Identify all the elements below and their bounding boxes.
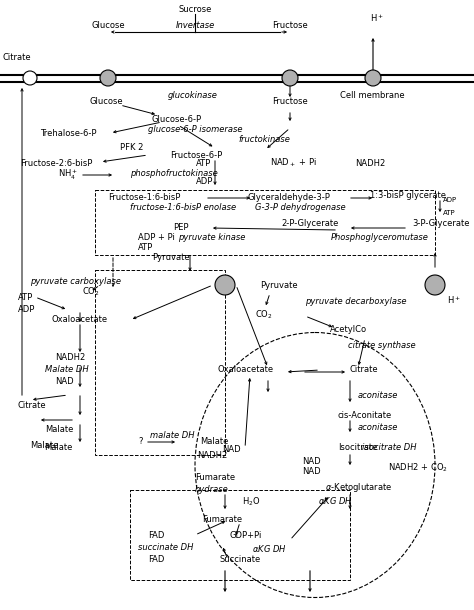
Text: NADH2: NADH2 bbox=[355, 159, 385, 168]
Circle shape bbox=[215, 275, 235, 295]
Text: H$_2$O: H$_2$O bbox=[242, 496, 261, 508]
Text: fructokinase: fructokinase bbox=[238, 135, 290, 145]
Text: Fructose-2:6-bisP: Fructose-2:6-bisP bbox=[20, 159, 92, 168]
Circle shape bbox=[365, 70, 381, 86]
Circle shape bbox=[282, 70, 298, 86]
Text: $\alpha$-Ketoglutarate: $\alpha$-Ketoglutarate bbox=[325, 481, 392, 495]
Text: Pyruvate: Pyruvate bbox=[260, 281, 298, 290]
Text: FAD: FAD bbox=[148, 556, 164, 564]
Text: Isocitrate: Isocitrate bbox=[338, 443, 377, 453]
Text: succinate DH: succinate DH bbox=[138, 544, 193, 553]
Text: 1:3-bisP glycerate: 1:3-bisP glycerate bbox=[370, 190, 446, 199]
Text: Fructose: Fructose bbox=[272, 21, 308, 29]
Text: NAD: NAD bbox=[302, 458, 320, 467]
Text: G-3-P dehydrogenase: G-3-P dehydrogenase bbox=[255, 204, 346, 212]
Text: ?: ? bbox=[28, 75, 32, 81]
Text: Succinate: Succinate bbox=[220, 556, 261, 564]
Text: Malate: Malate bbox=[200, 437, 228, 447]
Text: Phosphoglyceromutase: Phosphoglyceromutase bbox=[331, 234, 429, 243]
Text: ADP + Pi: ADP + Pi bbox=[138, 234, 175, 243]
Text: Glyceraldehyde-3-P: Glyceraldehyde-3-P bbox=[248, 193, 331, 203]
Text: pyruvate decarboxylase: pyruvate decarboxylase bbox=[305, 298, 407, 306]
Circle shape bbox=[23, 71, 37, 85]
Text: ?: ? bbox=[138, 437, 143, 447]
Text: Fumarate: Fumarate bbox=[202, 515, 242, 525]
Text: Malate: Malate bbox=[30, 440, 58, 450]
Text: isocitrate DH: isocitrate DH bbox=[362, 443, 417, 453]
Text: FAD: FAD bbox=[148, 531, 164, 539]
Text: 3-P-Glycerate: 3-P-Glycerate bbox=[412, 220, 470, 229]
Text: ATP: ATP bbox=[138, 243, 153, 253]
Text: Invertase: Invertase bbox=[175, 21, 215, 29]
Text: ADP: ADP bbox=[18, 306, 36, 315]
Text: Fumarate: Fumarate bbox=[195, 473, 235, 483]
Text: Cell membrane: Cell membrane bbox=[340, 90, 405, 99]
Text: Citrate: Citrate bbox=[350, 365, 379, 375]
Text: Sucrose: Sucrose bbox=[178, 5, 212, 15]
Text: fructose-1:6-bisP enolase: fructose-1:6-bisP enolase bbox=[130, 204, 236, 212]
Text: Malate: Malate bbox=[45, 426, 73, 434]
Text: NAD: NAD bbox=[222, 445, 241, 454]
Text: Glucose-6-P: Glucose-6-P bbox=[152, 115, 202, 124]
Text: Trehalose-6-P: Trehalose-6-P bbox=[40, 129, 97, 138]
Text: ADP: ADP bbox=[196, 178, 213, 187]
Text: ATP: ATP bbox=[18, 293, 33, 301]
Text: glucokinase: glucokinase bbox=[168, 92, 218, 101]
Text: Fructose-1:6-bisP: Fructose-1:6-bisP bbox=[108, 193, 181, 203]
Text: hydrase: hydrase bbox=[195, 486, 229, 495]
Text: Glucose: Glucose bbox=[91, 21, 125, 29]
Text: CO$_2$: CO$_2$ bbox=[82, 285, 100, 298]
Text: phosphofructokinase: phosphofructokinase bbox=[130, 168, 218, 178]
Text: NAD: NAD bbox=[302, 467, 320, 476]
Text: ATP: ATP bbox=[443, 210, 456, 216]
Text: Malate: Malate bbox=[45, 442, 73, 451]
Text: NAD: NAD bbox=[55, 378, 73, 387]
Text: Fructose-6-P: Fructose-6-P bbox=[170, 151, 222, 159]
Text: Pyruvate: Pyruvate bbox=[152, 253, 190, 262]
Text: NADH2 + CO$_2$: NADH2 + CO$_2$ bbox=[388, 462, 448, 474]
Text: Glucose: Glucose bbox=[90, 98, 124, 107]
Text: ADP: ADP bbox=[443, 197, 457, 203]
Text: glucose-6-P isomerase: glucose-6-P isomerase bbox=[148, 126, 242, 134]
Text: CO$_2$: CO$_2$ bbox=[255, 309, 273, 321]
Text: NADH2: NADH2 bbox=[55, 354, 85, 362]
Text: cis-Aconitate: cis-Aconitate bbox=[338, 411, 392, 420]
Text: $\alpha$KG DH: $\alpha$KG DH bbox=[318, 495, 353, 506]
Text: aconitase: aconitase bbox=[358, 423, 398, 432]
Text: pyruvate kinase: pyruvate kinase bbox=[178, 234, 246, 243]
Text: H$^+$: H$^+$ bbox=[447, 294, 461, 306]
Text: GDP+Pi: GDP+Pi bbox=[230, 531, 263, 539]
Text: pyruvate carboxylase: pyruvate carboxylase bbox=[30, 278, 121, 287]
Text: Oxaloacetate: Oxaloacetate bbox=[218, 365, 274, 375]
Text: Oxaloacetate: Oxaloacetate bbox=[52, 315, 108, 325]
Text: PEP: PEP bbox=[173, 223, 189, 232]
Text: 2-P-Glycerate: 2-P-Glycerate bbox=[281, 220, 339, 229]
Text: NH$_4^+$: NH$_4^+$ bbox=[58, 168, 78, 182]
Text: aconitase: aconitase bbox=[358, 390, 398, 400]
Text: malate DH: malate DH bbox=[150, 431, 194, 439]
Text: H$^+$: H$^+$ bbox=[370, 12, 384, 24]
Text: citrate synthase: citrate synthase bbox=[348, 340, 416, 350]
Text: Citrate: Citrate bbox=[18, 401, 46, 409]
Text: Malate DH: Malate DH bbox=[45, 365, 89, 375]
Text: $\alpha$KG DH: $\alpha$KG DH bbox=[252, 542, 287, 553]
Text: Fructose: Fructose bbox=[272, 98, 308, 107]
Circle shape bbox=[100, 70, 116, 86]
Text: ATP: ATP bbox=[196, 159, 211, 168]
Text: NAD$_+$ + Pi: NAD$_+$ + Pi bbox=[270, 157, 317, 169]
Text: NADH2: NADH2 bbox=[197, 451, 227, 459]
Text: Citrate: Citrate bbox=[3, 52, 32, 62]
Text: AcetylCo: AcetylCo bbox=[330, 326, 367, 334]
Text: PFK 2: PFK 2 bbox=[120, 143, 143, 152]
Circle shape bbox=[425, 275, 445, 295]
